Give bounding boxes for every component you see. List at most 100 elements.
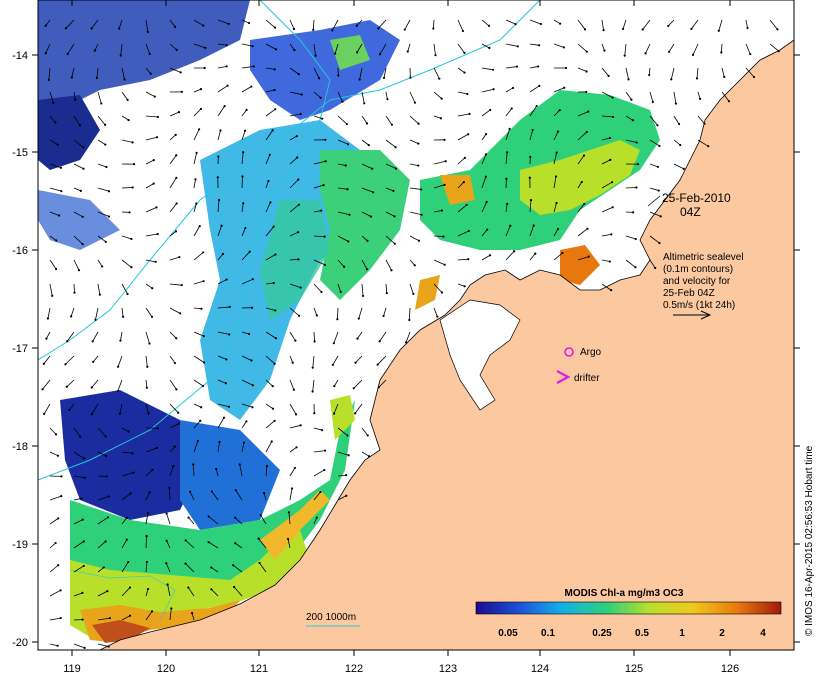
velocity-arrow	[505, 87, 514, 93]
velocity-arrow	[385, 187, 394, 192]
velocity-arrow-head	[339, 290, 342, 294]
y-tick-20: -20	[12, 637, 800, 649]
velocity-arrow-head	[175, 48, 178, 51]
velocity-arrow	[553, 109, 561, 117]
velocity-arrow	[121, 139, 133, 143]
velocity-arrow	[457, 204, 467, 213]
velocity-arrow-head	[83, 646, 86, 649]
altimetry-line-2: (0.1m contours)	[663, 264, 733, 275]
velocity-arrow-head	[101, 265, 104, 268]
velocity-arrow-head	[294, 339, 297, 342]
velocity-arrow	[193, 19, 204, 26]
velocity-arrow-head	[180, 90, 183, 93]
velocity-arrow	[241, 278, 254, 285]
velocity-arrow-head	[199, 107, 203, 111]
velocity-arrow-head	[641, 28, 644, 31]
velocity-arrow-head	[44, 24, 47, 27]
velocity-arrow	[121, 615, 131, 621]
velocity-arrow-head	[385, 292, 388, 295]
velocity-arrow-head	[587, 110, 590, 113]
velocity-arrow	[383, 307, 387, 317]
velocity-arrow-head	[300, 93, 303, 96]
coastline	[99, 39, 794, 650]
velocity-arrow	[49, 115, 56, 123]
velocity-arrow-head	[514, 23, 517, 26]
velocity-arrow	[505, 152, 508, 165]
velocity-arrow	[265, 180, 269, 189]
velocity-arrow-head	[175, 388, 178, 391]
velocity-arrow	[169, 403, 179, 413]
velocity-arrow-head	[610, 181, 614, 184]
velocity-arrow	[481, 176, 487, 189]
velocity-arrow-head	[125, 516, 128, 519]
velocity-arrow-head	[60, 475, 63, 478]
velocity-arrow	[97, 517, 109, 525]
velocity-arrow	[241, 19, 250, 24]
velocity-arrow-head	[225, 358, 228, 361]
velocity-arrow-head	[177, 111, 181, 114]
velocity-arrow	[432, 19, 435, 29]
velocity-arrow-head	[123, 78, 126, 81]
velocity-arrow	[745, 67, 755, 78]
velocity-arrow-head	[165, 539, 168, 542]
velocity-arrow-head	[90, 27, 93, 30]
velocity-arrow	[642, 19, 651, 30]
velocity-arrow-head	[677, 122, 681, 126]
velocity-arrow-head	[299, 424, 302, 427]
velocity-arrow	[70, 307, 75, 317]
velocity-arrow-head	[492, 88, 495, 91]
velocity-arrow	[169, 608, 172, 621]
velocity-arrow	[505, 108, 513, 117]
velocity-arrow	[215, 468, 219, 477]
velocity-arrow	[289, 67, 299, 75]
velocity-arrow	[529, 129, 533, 141]
velocity-arrow-head	[434, 54, 437, 57]
velocity-arrow-head	[178, 255, 181, 259]
velocity-arrow	[73, 139, 84, 148]
velocity-arrow	[169, 465, 174, 477]
velocity-arrow	[265, 154, 271, 165]
velocity-arrow	[241, 152, 244, 165]
velocity-arrow	[313, 427, 323, 431]
velocity-arrow-head	[489, 108, 492, 112]
velocity-arrow-head	[393, 242, 396, 245]
velocity-arrow	[241, 331, 250, 335]
velocity-arrow	[145, 447, 157, 453]
x-tick-122: 122	[345, 0, 363, 675]
velocity-arrow	[313, 469, 325, 477]
velocity-arrow	[601, 91, 613, 98]
velocity-arrow	[481, 88, 494, 93]
velocity-arrow-head	[148, 491, 151, 494]
velocity-arrow-head	[59, 589, 62, 592]
velocity-arrow-head	[585, 130, 588, 134]
colorbar-gradient	[475, 601, 782, 615]
velocity-arrow	[667, 19, 675, 27]
velocity-arrow	[265, 355, 275, 365]
velocity-arrow	[43, 355, 51, 364]
velocity-arrow-head	[486, 228, 489, 231]
velocity-arrow	[601, 19, 604, 31]
velocity-arrow	[696, 67, 699, 79]
velocity-arrow-head	[66, 340, 69, 343]
velocity-arrow	[169, 379, 177, 390]
velocity-arrow	[73, 565, 85, 573]
velocity-arrow	[361, 91, 365, 104]
velocity-arrow	[145, 259, 156, 263]
velocity-arrow-head	[127, 430, 130, 433]
velocity-arrow	[193, 331, 204, 337]
velocity-arrow-head	[200, 406, 203, 409]
velocity-arrow	[145, 43, 151, 55]
velocity-arrow	[193, 440, 199, 453]
velocity-arrow-head	[151, 468, 154, 471]
velocity-arrow-head	[175, 202, 178, 205]
velocity-arrow-head	[60, 494, 63, 498]
velocity-arrow	[145, 136, 158, 141]
velocity-arrow-head	[228, 305, 231, 309]
velocity-arrow	[361, 163, 373, 170]
velocity-arrow	[121, 493, 131, 501]
velocity-arrow	[169, 446, 176, 453]
y-tick-label: -16	[12, 245, 28, 257]
velocity-arrow-head	[248, 250, 251, 253]
velocity-arrow	[239, 464, 243, 477]
velocity-arrow	[529, 200, 532, 213]
